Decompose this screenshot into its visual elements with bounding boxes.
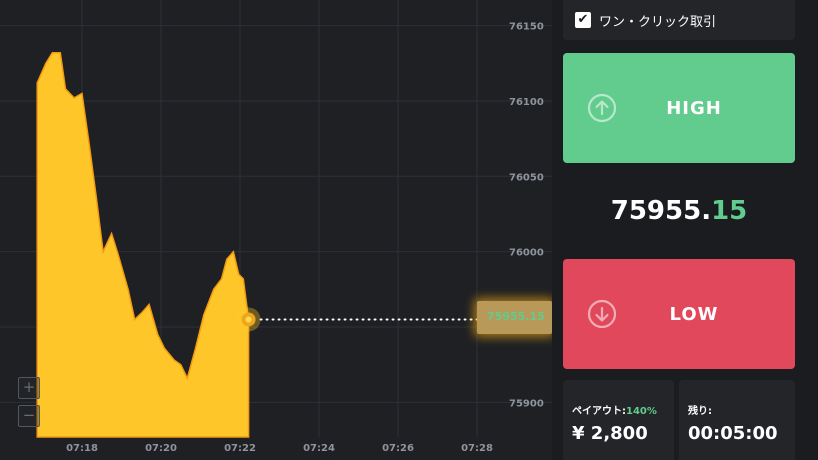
high-button-label: HIGH [666,97,722,119]
current-price-tag: 75955.15 [477,301,552,334]
x-tick-label: 07:28 [461,443,493,454]
low-button-label: LOW [669,303,719,325]
current-price-tag-text: 75955.15 [487,310,545,323]
y-tick-label: 76100 [509,97,544,108]
x-tick-label: 07:26 [382,443,414,454]
payout-percent: 140% [626,406,657,417]
high-button[interactable]: HIGH [563,53,795,163]
x-tick-label: 07:22 [224,443,256,454]
arrow-down-circle-icon [587,299,617,329]
price-integer-part: 75955. [610,196,712,226]
y-tick-label: 76150 [509,22,544,33]
one-click-label: ワン・クリック取引 [599,14,717,30]
remaining-time-box: 残り: 00:05:00 [679,380,795,460]
payout-label: ペイアウト:140% [572,406,657,417]
remaining-label: 残り: [688,406,712,417]
price-decimal-part: 15 [711,196,748,226]
one-click-checkbox[interactable]: ✔ [575,12,591,28]
x-tick-label: 07:18 [66,443,98,454]
y-tick-label: 76050 [509,172,544,183]
current-price-display: 75955.15 [563,196,795,226]
current-price-marker [236,307,261,332]
trade-panel: ✔ ワン・クリック取引 HIGH 75955.15 LOW ペイアウト:140%… [552,0,818,460]
chart-panel: 761507610076050760007595075900 07:1807:2… [0,0,552,454]
x-tick-label: 07:20 [145,443,177,454]
y-axis: 761507610076050760007595075900 [509,22,544,410]
check-icon: ✔ [577,12,589,27]
marker-dot [245,316,252,323]
zoom-in-button[interactable]: + [18,377,40,399]
payout-value: ¥ 2,800 [572,423,648,444]
price-chart: 761507610076050760007595075900 07:1807:2… [0,0,552,454]
low-button[interactable]: LOW [563,259,795,369]
y-tick-label: 75900 [509,398,544,409]
y-tick-label: 76000 [509,248,544,259]
remaining-value: 00:05:00 [688,423,778,444]
one-click-trade-toggle[interactable]: ✔ ワン・クリック取引 [563,0,795,40]
price-area [36,51,250,438]
x-axis: 07:18 07:20 07:22 07:24 07:26 07:28 [66,443,493,454]
x-tick-label: 07:24 [303,443,335,454]
arrow-up-circle-icon [587,93,617,123]
payout-box: ペイアウト:140% ¥ 2,800 [563,380,674,460]
zoom-out-button[interactable]: − [18,405,40,427]
